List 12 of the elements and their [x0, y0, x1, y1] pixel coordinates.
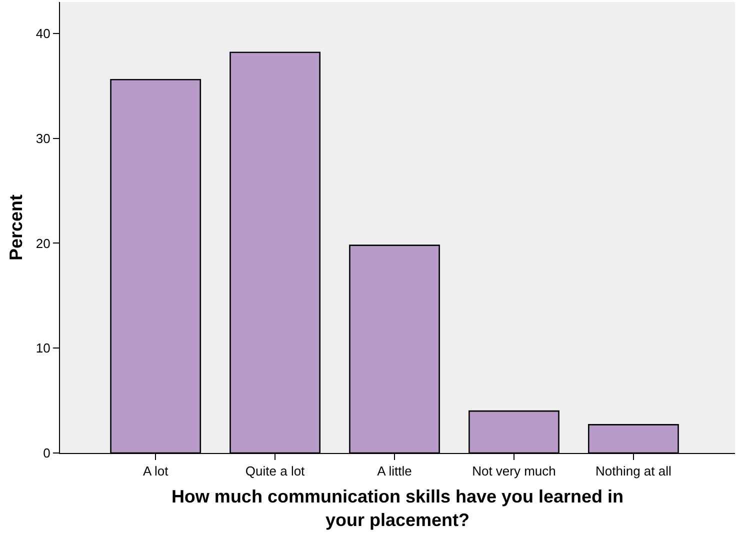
x-tick-label: Quite a lot — [245, 464, 306, 479]
y-tick-label: 30 — [36, 130, 50, 146]
y-tick-label: 40 — [36, 26, 50, 42]
y-axis-title: Percent — [6, 194, 26, 261]
x-tick-label: A little — [377, 464, 412, 479]
x-tick-label: Nothing at all — [596, 464, 672, 479]
x-axis-title: How much communication skills have you learned in your placement? — [171, 486, 624, 530]
y-tick-label: 10 — [36, 340, 50, 356]
y-tick-label: 0 — [43, 446, 50, 461]
y-tick-label: 20 — [36, 236, 50, 251]
x-tick-label: Not very much — [472, 464, 556, 479]
x-tick-label: A lot — [142, 464, 169, 479]
